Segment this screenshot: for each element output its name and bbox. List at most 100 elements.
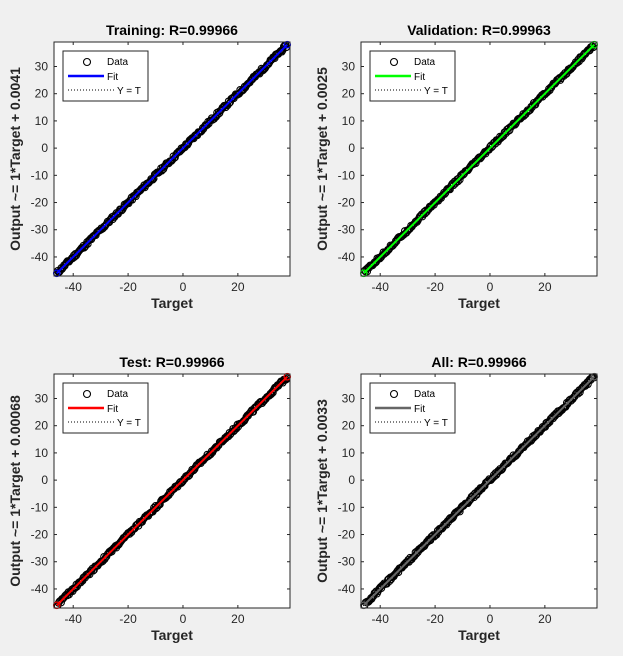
axes-frame <box>360 41 598 277</box>
y-tick-label: -40 <box>31 582 49 596</box>
y-tick-label: 0 <box>348 141 355 155</box>
y-tick-label: 10 <box>342 446 356 460</box>
legend-label: Fit <box>107 72 118 83</box>
legend: Data Fit Y = T <box>62 382 149 434</box>
legend-label: Data <box>414 389 436 400</box>
x-tick-label: 0 <box>487 280 494 294</box>
y-axis-label: Output ~= 1*Target + 0.0041 <box>7 67 23 251</box>
x-tick-label: 20 <box>231 280 245 294</box>
legend-data-marker <box>389 389 399 399</box>
legend-label: Fit <box>414 404 425 415</box>
x-tick-label: 20 <box>538 280 552 294</box>
panel-title: Validation: R=0.99963 <box>407 22 551 38</box>
y-axis-label: Output ~= 1*Target + 0.0025 <box>314 67 330 251</box>
y-tick-label: -10 <box>31 500 49 514</box>
regression-panel: -40 -20 0 20 -40 -30 -20 -10 0 10 20 30 All: R=0.999… <box>314 354 599 643</box>
x-tick-label: -40 <box>65 280 83 294</box>
regression-panel: -40 -20 0 20 -40 -30 -20 -10 0 10 20 30 Test: R=0.99… <box>7 354 292 643</box>
legend-label: Data <box>107 57 129 68</box>
x-tick-label: -20 <box>119 612 137 626</box>
x-tick-label: 0 <box>180 280 187 294</box>
data-layer <box>361 374 597 608</box>
y-tick-label: 10 <box>342 114 356 128</box>
fit-line <box>56 43 288 274</box>
regression-panel: -40 -20 0 20 -40 -30 -20 -10 0 10 20 30 Validation: … <box>314 22 599 311</box>
legend-data-marker <box>82 57 92 67</box>
legend-label: Y = T <box>424 86 448 97</box>
legend-label: Fit <box>107 404 118 415</box>
y-tick-label: 30 <box>342 59 356 73</box>
legend: Data Fit Y = T <box>369 382 456 434</box>
y-tick-label: -40 <box>31 250 49 264</box>
y-tick-label: 20 <box>342 87 356 101</box>
y-axis-label: Output ~= 1*Target + 0.0033 <box>314 399 330 583</box>
legend-label: Y = T <box>117 418 141 429</box>
regression-panel: -40 -20 0 20 -40 -30 -20 -10 0 10 20 30 Training: R=… <box>7 22 292 311</box>
y-tick-label: 20 <box>342 419 356 433</box>
x-tick-label: -20 <box>426 612 444 626</box>
y-axis-label: Output ~= 1*Target + 0.00068 <box>7 395 23 587</box>
axes-frame <box>360 373 598 609</box>
legend-label: Data <box>414 57 436 68</box>
panel-title: Training: R=0.99966 <box>106 22 238 38</box>
x-axis-label: Target <box>151 627 193 643</box>
x-tick-label: -40 <box>372 280 390 294</box>
y-tick-label: 0 <box>348 473 355 487</box>
y-tick-label: -40 <box>338 250 356 264</box>
y-tick-label: 0 <box>41 473 48 487</box>
y-tick-label: -30 <box>338 555 356 569</box>
x-tick-label: -20 <box>119 280 137 294</box>
data-point <box>564 65 573 73</box>
x-tick-label: -40 <box>372 612 390 626</box>
x-tick-label: -20 <box>426 280 444 294</box>
y-tick-label: 20 <box>35 87 49 101</box>
legend-label: Y = T <box>117 86 141 97</box>
x-tick-label: 20 <box>538 612 552 626</box>
panel-title: All: R=0.99966 <box>431 354 527 370</box>
legend-label: Y = T <box>424 418 448 429</box>
x-axis-label: Target <box>151 295 193 311</box>
y-tick-label: -10 <box>338 500 356 514</box>
data-layer <box>361 42 597 276</box>
y-tick-label: 30 <box>35 391 49 405</box>
x-axis-label: Target <box>458 295 500 311</box>
x-tick-label: 0 <box>180 612 187 626</box>
x-tick-label: 0 <box>487 612 494 626</box>
y-tick-label: -20 <box>338 528 356 542</box>
legend: Data Fit Y = T <box>369 50 456 102</box>
y-tick-label: -20 <box>31 196 49 210</box>
y-tick-label: 30 <box>342 391 356 405</box>
y-tick-label: -30 <box>338 223 356 237</box>
y-tick-label: -30 <box>31 223 49 237</box>
legend-label: Fit <box>414 72 425 83</box>
y-tick-label: -30 <box>31 555 49 569</box>
x-tick-label: 20 <box>231 612 245 626</box>
axes-frame <box>53 41 291 277</box>
fit-line <box>363 376 595 606</box>
panel-title: Test: R=0.99966 <box>119 354 224 370</box>
legend: Data Fit Y = T <box>62 50 149 102</box>
fit-line <box>363 44 595 274</box>
y-tick-label: -20 <box>338 196 356 210</box>
y-tick-label: -40 <box>338 582 356 596</box>
y-tick-label: 10 <box>35 446 49 460</box>
data-layer <box>54 374 290 608</box>
legend-data-marker <box>82 389 92 399</box>
legend-data-marker <box>389 57 399 67</box>
y-tick-label: -20 <box>31 528 49 542</box>
fit-line <box>56 376 288 606</box>
y-tick-label: 30 <box>35 59 49 73</box>
x-tick-label: -40 <box>65 612 83 626</box>
data-point <box>554 76 562 84</box>
y-tick-label: -10 <box>31 168 49 182</box>
y-tick-label: 0 <box>41 141 48 155</box>
x-axis-label: Target <box>458 627 500 643</box>
y-tick-label: -10 <box>338 168 356 182</box>
data-point <box>489 471 498 479</box>
y-tick-label: 10 <box>35 114 49 128</box>
axes-frame <box>53 373 291 609</box>
data-layer <box>54 42 290 276</box>
y-tick-label: 20 <box>35 419 49 433</box>
legend-label: Data <box>107 389 129 400</box>
